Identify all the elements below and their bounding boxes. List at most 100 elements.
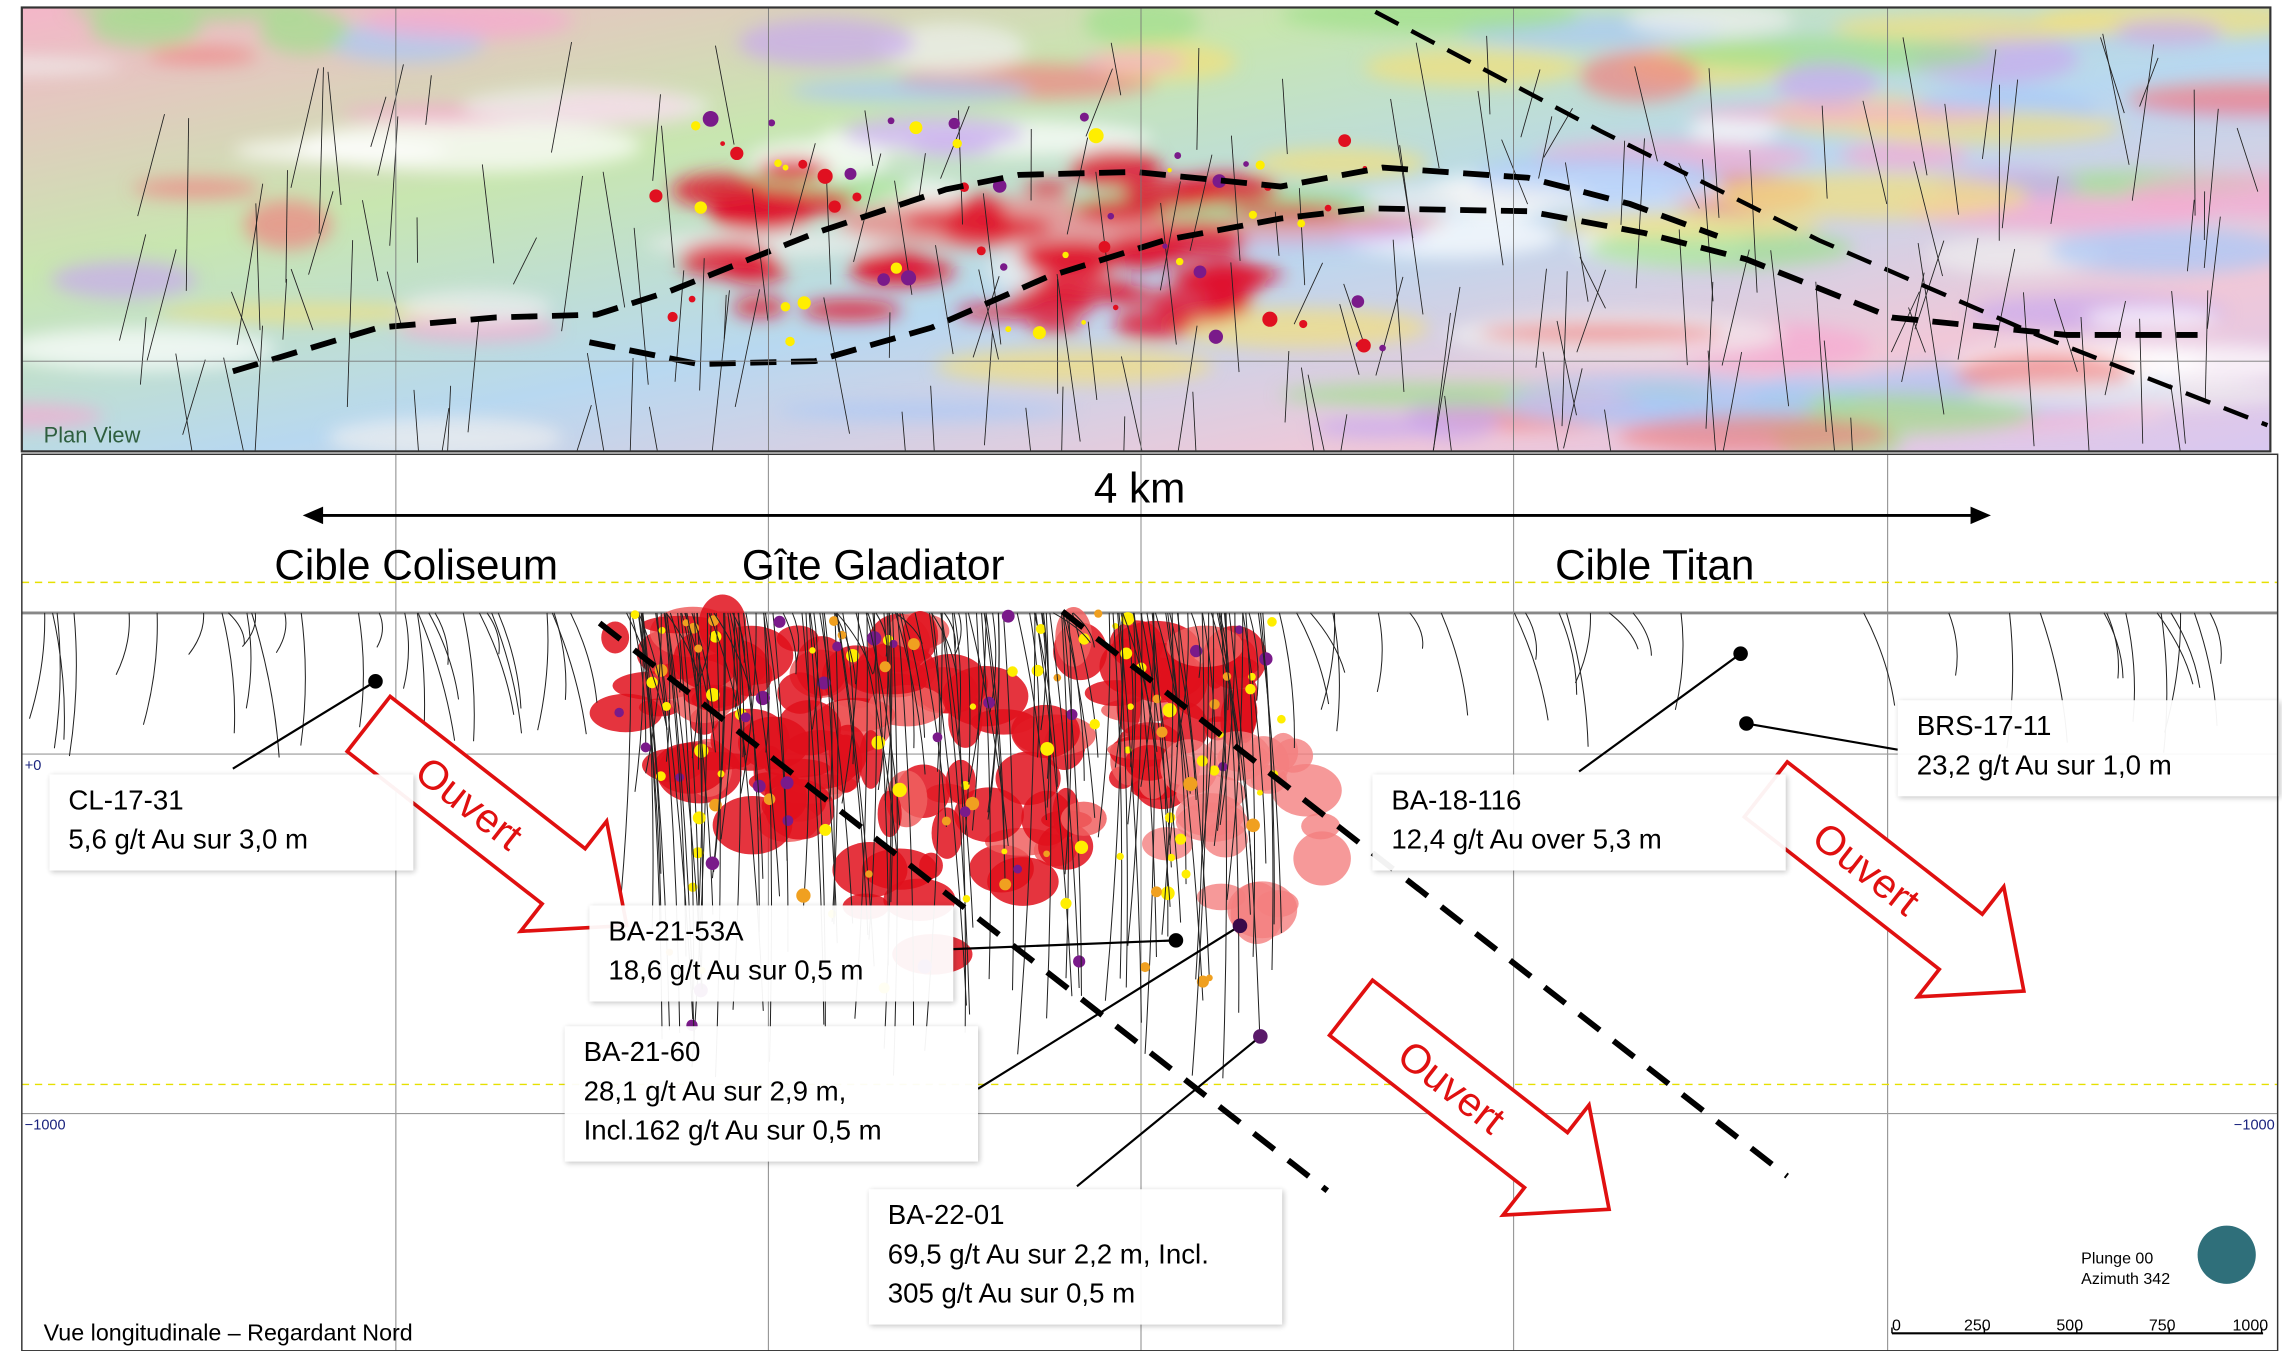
assay-point	[705, 856, 720, 871]
drill-trace	[1176, 612, 1210, 981]
drill-trace	[1025, 407, 1032, 452]
drill-trace	[245, 612, 252, 709]
assay-point	[706, 688, 720, 702]
drill-trace	[985, 612, 1005, 863]
assay-point	[999, 878, 1012, 891]
drill-trace	[1574, 612, 1591, 684]
assay-point	[1175, 257, 1184, 266]
texture-blob	[709, 201, 792, 226]
texture-blob	[461, 86, 711, 127]
assay-point	[658, 626, 666, 634]
drill-trace	[1444, 395, 1452, 452]
texture-blob	[1968, 379, 2271, 408]
zone-blob	[1011, 704, 1080, 759]
drill-trace	[1538, 116, 1553, 179]
target-label: Cible Coliseum	[274, 541, 558, 588]
assay-point	[1031, 664, 1044, 677]
drill-trace	[1095, 171, 1113, 303]
drill-trace	[389, 116, 399, 246]
drill-trace	[402, 612, 409, 689]
drill-trace	[638, 612, 662, 874]
drill-trace	[1566, 612, 1589, 747]
drill-trace	[1177, 325, 1198, 452]
assay-point	[1218, 761, 1228, 772]
drill-trace	[1558, 612, 1578, 695]
drill-trace	[434, 612, 449, 665]
drill-trace	[836, 612, 874, 675]
leader-line	[1746, 722, 1898, 751]
drill-trace	[300, 612, 306, 746]
drill-trace	[230, 291, 260, 363]
drill-trace	[362, 200, 379, 282]
drill-trace	[570, 612, 598, 703]
scale-bar-label: 250	[1964, 1317, 1991, 1334]
assay-point	[1151, 886, 1162, 898]
texture-blob	[737, 18, 915, 67]
drill-trace	[1049, 612, 1080, 988]
texture-blob	[1360, 183, 1592, 215]
drill-trace	[1127, 612, 1143, 946]
assay-text: 23,2 g/t Au sur 1,0 m	[1917, 749, 2172, 780]
texture-blob	[732, 296, 786, 318]
drill-trace	[115, 612, 130, 675]
drill-trace	[2209, 612, 2222, 664]
structure-line	[597, 620, 1330, 1193]
assay-point	[1074, 840, 1089, 855]
drill-trace	[1230, 135, 1241, 261]
hole-marker	[1739, 716, 1754, 731]
assay-point	[702, 110, 719, 127]
texture-blob	[1114, 309, 1194, 340]
orientation: Azimuth 342	[2081, 1271, 2170, 1288]
drill-trace	[1501, 139, 1529, 205]
assay-point	[959, 806, 971, 818]
assay-point	[1162, 243, 1168, 249]
callout-box	[868, 1189, 1283, 1325]
drill-trace	[1632, 612, 1652, 656]
drill-trace	[899, 612, 915, 749]
drill-trace	[1850, 417, 1853, 452]
drill-trace	[1296, 612, 1330, 705]
assay-point	[1243, 161, 1249, 167]
drill-trace	[1120, 356, 1143, 452]
orientation: Plunge 00	[2081, 1250, 2153, 1267]
drill-trace	[1535, 268, 1547, 368]
assay-point	[1073, 955, 1086, 968]
hole-marker	[1253, 1029, 1268, 1044]
structure-line	[232, 164, 1719, 375]
drill-trace	[1678, 229, 1688, 366]
texture-blob	[1280, 7, 1581, 34]
drill-trace	[1043, 612, 1051, 808]
assay-point	[1299, 319, 1308, 329]
drill-trace	[223, 357, 244, 452]
texture-blob	[50, 260, 197, 299]
drill-trace	[626, 612, 668, 730]
drill-trace	[462, 612, 475, 742]
drill-trace	[696, 612, 703, 931]
drill-trace	[467, 319, 480, 433]
drill-trace	[146, 249, 177, 361]
drill-trace	[1159, 181, 1181, 291]
drill-trace	[175, 353, 193, 452]
assay-point	[1175, 833, 1187, 845]
drill-trace	[29, 612, 46, 719]
assay-point	[1098, 241, 1111, 253]
drill-trace	[1146, 612, 1182, 923]
assay-point	[1212, 174, 1227, 188]
drill-trace	[478, 612, 515, 715]
assay-text: 12,4 g/t Au over 5,3 m	[1391, 824, 1661, 855]
drill-trace	[699, 258, 705, 391]
drill-trace	[1219, 612, 1236, 826]
assay-point	[709, 630, 722, 643]
drill-trace	[720, 612, 735, 840]
drill-trace	[1118, 612, 1142, 1023]
texture-blob	[1688, 116, 1779, 143]
zone-blob	[1301, 813, 1341, 840]
drill-trace	[254, 325, 263, 452]
assay-point	[780, 301, 791, 312]
drill-trace	[954, 612, 962, 656]
callout: BA-18-116 12,4 g/t Au over 5,3 m	[1372, 646, 1786, 871]
elevation-label: +0	[25, 758, 42, 774]
assay-point	[1124, 746, 1132, 754]
callout: BA-22-01 69,5 g/t Au sur 2,2 m, Incl. 305 …	[868, 1029, 1283, 1325]
